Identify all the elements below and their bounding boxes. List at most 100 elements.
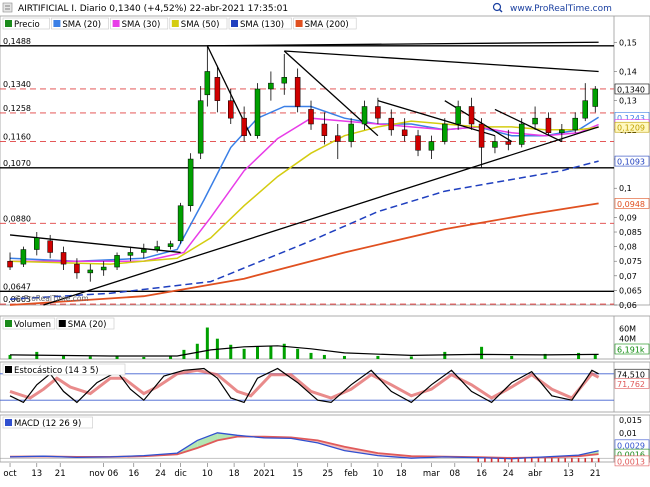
legend-swatch xyxy=(5,320,12,327)
volume-bar xyxy=(205,327,209,359)
value-marker-label: 0,1243 xyxy=(617,114,645,123)
value-marker-label: 0,0013 xyxy=(617,457,645,466)
x-tick-label: 16 xyxy=(476,469,487,479)
x-tick-label: feb xyxy=(344,469,358,479)
candle-body xyxy=(308,109,314,125)
candle-body xyxy=(415,135,421,151)
legend-label: SMA (20) xyxy=(68,320,107,330)
x-tick-label: oct xyxy=(3,469,17,479)
legend-label: MACD (12 26 9) xyxy=(14,419,81,429)
level-label: 0,0880 xyxy=(3,214,31,223)
legend-swatch xyxy=(5,419,12,426)
legend-box xyxy=(2,17,50,30)
volume-bar xyxy=(480,346,484,359)
candle-body xyxy=(154,246,160,250)
value-marker-label: 0,1340 xyxy=(617,85,645,94)
volume-bar xyxy=(169,356,173,359)
macd-hist-bar xyxy=(510,458,513,463)
header-bar xyxy=(0,0,650,15)
volume-bar xyxy=(256,346,260,359)
volume-bar xyxy=(8,354,12,359)
legend-swatch xyxy=(231,20,238,27)
search-icon[interactable] xyxy=(492,2,503,13)
value-marker-label: 74,510 xyxy=(617,371,645,380)
x-tick-label: 2021 xyxy=(253,469,275,479)
y-tick-label: 0,08 xyxy=(619,243,637,252)
value-marker xyxy=(614,455,650,467)
candle-body xyxy=(532,117,538,125)
candle-body xyxy=(321,123,328,136)
volume-bar xyxy=(309,352,313,359)
chart-title: AIRTIFICIAL I. Diario 0,1340 (+4,52%) 22… xyxy=(18,4,288,14)
value-marker xyxy=(614,83,650,95)
candle-body xyxy=(582,100,588,119)
candle-body xyxy=(20,249,27,265)
candle-body xyxy=(468,106,475,125)
legend-label: Volumen xyxy=(14,320,51,330)
level-label: 0,1258 xyxy=(3,104,31,113)
trendline xyxy=(494,108,563,143)
value-marker-label: 6,191k xyxy=(617,346,645,355)
stoch-k-line xyxy=(9,367,599,404)
macd-hist-bar xyxy=(530,458,533,463)
level-label: 0,0603 xyxy=(3,295,31,304)
candle-body xyxy=(335,135,341,142)
volume-bar xyxy=(376,355,380,359)
value-marker xyxy=(614,121,650,133)
legend-label: SMA (30) xyxy=(122,20,161,30)
y-tick-label: 40M xyxy=(619,335,636,344)
candle-body xyxy=(177,205,184,242)
volume-bar xyxy=(593,354,597,359)
volume-bar xyxy=(229,344,233,359)
legend-box xyxy=(293,17,357,30)
y-tick-label: 0,07 xyxy=(619,272,637,281)
candle-body xyxy=(294,77,301,107)
candle-body xyxy=(100,266,107,271)
candle-body xyxy=(167,243,174,247)
y-tick-label: 0,075 xyxy=(619,257,642,266)
y-tick-label: 0,1 xyxy=(619,184,632,193)
legend-box xyxy=(110,17,169,30)
legend-label: Estocástico (14 3 5) xyxy=(14,366,99,376)
x-axis-band xyxy=(0,463,614,483)
volume-bar xyxy=(195,343,199,359)
legend-swatch xyxy=(171,20,179,27)
volume-bar xyxy=(342,355,346,359)
macd-hist-bar xyxy=(537,458,540,463)
watermark: © ProRealTime.com xyxy=(14,294,89,303)
value-marker xyxy=(614,198,650,209)
macd-hist-bar xyxy=(591,458,593,463)
trendline xyxy=(377,100,496,137)
candle-body xyxy=(254,88,261,136)
candle-body xyxy=(361,106,368,125)
volume-bar xyxy=(115,355,119,359)
candle-body xyxy=(478,123,485,148)
legend-label: SMA (50) xyxy=(181,20,220,30)
candle-body xyxy=(281,77,288,84)
candle-body xyxy=(545,117,552,134)
candle-body xyxy=(74,263,80,274)
volume-bar xyxy=(62,355,66,359)
volume-bar xyxy=(282,343,286,359)
value-marker xyxy=(614,378,650,389)
candle-body xyxy=(47,240,53,253)
brand-link[interactable]: www.ProRealTime.com xyxy=(510,4,612,14)
candle-body xyxy=(428,141,435,151)
x-tick-label: 10 xyxy=(372,469,383,479)
candle-body xyxy=(401,129,408,136)
candle-body xyxy=(7,260,13,268)
legend-label: SMA (130) xyxy=(240,20,284,30)
settings-icon[interactable] xyxy=(2,2,13,13)
candle-body xyxy=(241,117,247,136)
value-marker-label: 71,762 xyxy=(617,380,645,389)
x-tick-label: 18 xyxy=(229,469,240,479)
level-label: 0,1488 xyxy=(3,37,31,46)
volume-bar xyxy=(88,356,92,359)
y-tick-label: 0,13 xyxy=(619,97,637,106)
volume-bar xyxy=(322,354,326,359)
x-tick-label: abr xyxy=(528,469,543,479)
candle-body xyxy=(114,255,120,268)
